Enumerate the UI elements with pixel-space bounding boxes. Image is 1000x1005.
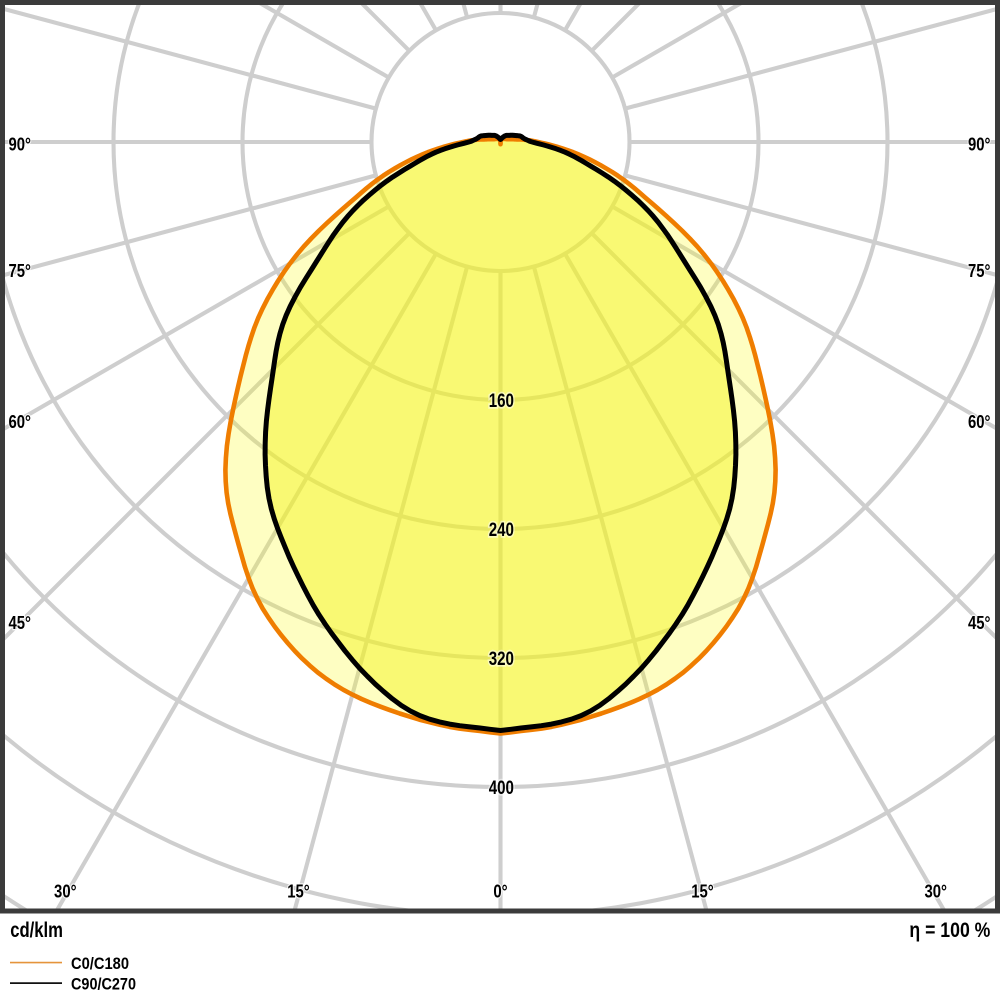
svg-text:45°: 45°: [968, 612, 991, 633]
svg-text:45°: 45°: [9, 612, 32, 633]
svg-text:C90/C270: C90/C270: [71, 975, 136, 994]
svg-text:60°: 60°: [9, 411, 32, 432]
svg-text:0°: 0°: [493, 881, 507, 902]
svg-text:15°: 15°: [691, 881, 714, 902]
svg-text:160: 160: [489, 391, 514, 412]
svg-text:cd/klm: cd/klm: [10, 918, 63, 942]
svg-text:90°: 90°: [9, 134, 32, 155]
svg-text:30°: 30°: [54, 881, 77, 902]
svg-text:90°: 90°: [968, 134, 991, 155]
svg-text:240: 240: [489, 520, 514, 541]
svg-text:75°: 75°: [968, 260, 991, 281]
svg-text:320: 320: [489, 649, 514, 670]
svg-text:30°: 30°: [924, 881, 947, 902]
svg-text:400: 400: [489, 778, 514, 799]
svg-text:η = 100 %: η = 100 %: [909, 918, 990, 942]
svg-text:15°: 15°: [287, 881, 310, 902]
svg-text:60°: 60°: [968, 411, 991, 432]
svg-text:75°: 75°: [9, 260, 32, 281]
svg-text:C0/C180: C0/C180: [71, 954, 129, 973]
